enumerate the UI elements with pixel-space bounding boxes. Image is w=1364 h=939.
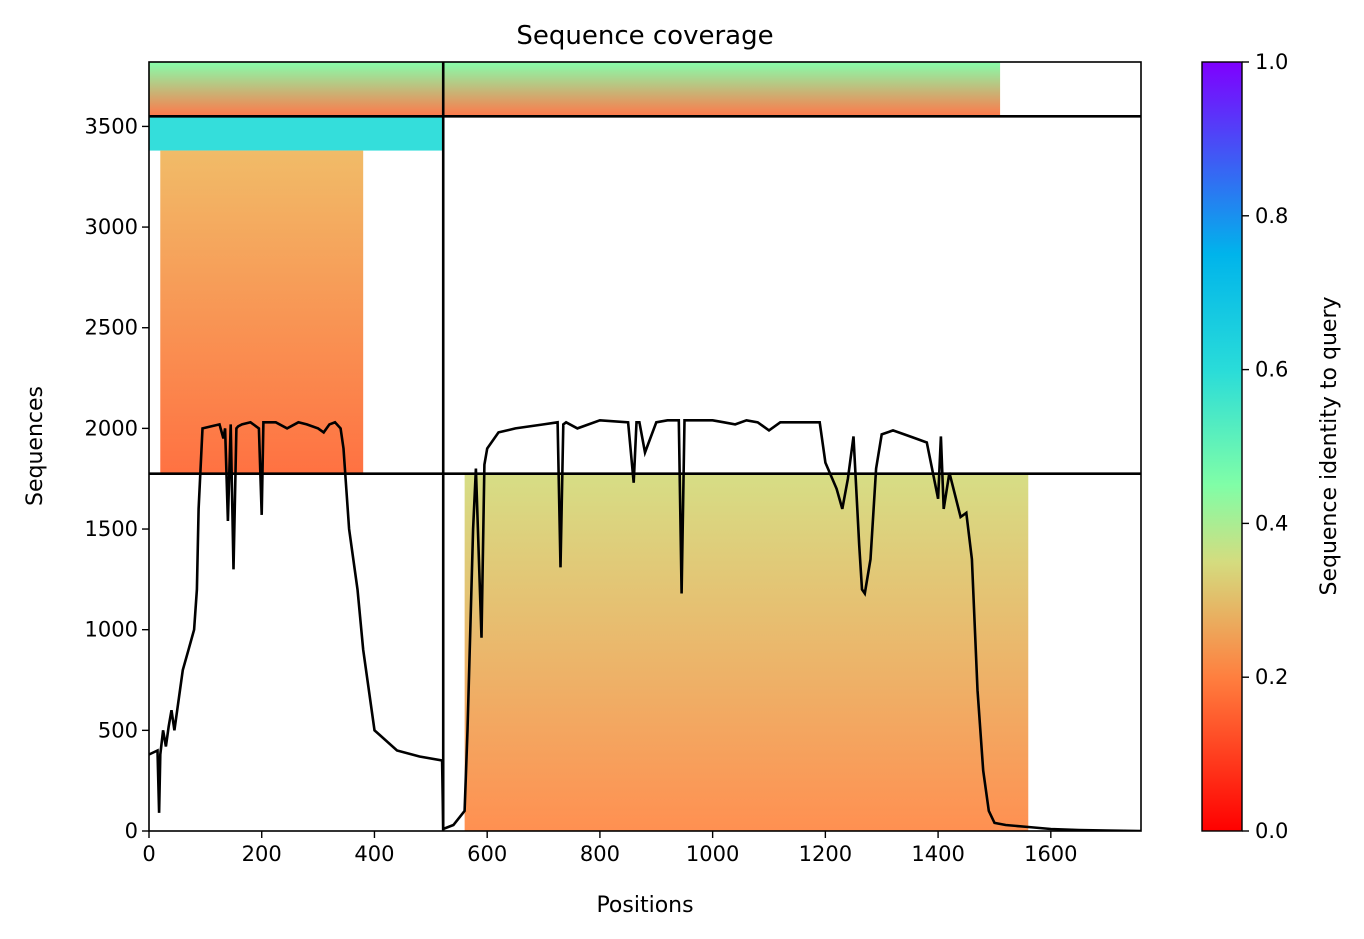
y-tick-label: 2000 (85, 416, 138, 440)
x-tick-label: 1200 (799, 842, 852, 866)
coverage-block (149, 116, 444, 151)
domain-dividers (149, 62, 1141, 831)
x-tick-label: 200 (242, 842, 282, 866)
colorbar-tick-label: 0.6 (1255, 358, 1288, 382)
colorbar-label: Sequence identity to query (1317, 296, 1342, 595)
x-axis-label: Positions (596, 893, 693, 918)
colorbar-tick-label: 0.0 (1255, 819, 1288, 843)
colorbar-ticks: 0.0 0.2 0.4 0.6 0.8 1.0 (1242, 50, 1288, 843)
chart-title: Sequence coverage (516, 21, 773, 51)
colorbar-tick-label: 1.0 (1255, 50, 1288, 74)
y-tick-label: 2500 (85, 316, 138, 340)
y-tick-label: 0 (125, 819, 138, 843)
coverage-block (160, 150, 364, 474)
colorbar-tick-label: 0.2 (1255, 665, 1288, 689)
y-tick-label: 500 (98, 718, 138, 742)
coverage-line (149, 418, 1141, 831)
x-tick-label: 1000 (686, 842, 739, 866)
plot-area (149, 62, 1141, 831)
y-tick-label: 3000 (85, 215, 138, 239)
x-tick-label: 800 (580, 842, 620, 866)
x-tick-label: 1400 (911, 842, 964, 866)
colorbar-tick-label: 0.4 (1255, 511, 1288, 535)
colorbar: 0.0 0.2 0.4 0.6 0.8 1.0 Sequence identity to … (1201, 50, 1342, 843)
x-tick-label: 600 (467, 842, 507, 866)
coverage-blocks (149, 62, 1029, 831)
y-axis-label: Sequences (23, 386, 48, 506)
plot-frame (148, 61, 1142, 832)
colorbar-tick-label: 0.8 (1255, 204, 1288, 228)
x-axis: 0 200 400 600 800 1000 1200 1400 1600 (142, 831, 1078, 866)
x-tick-label: 0 (142, 842, 155, 866)
y-tick-label: 3500 (85, 114, 138, 138)
coverage-block (442, 62, 1001, 117)
colorbar-gradient (1201, 61, 1243, 832)
x-tick-label: 400 (354, 842, 394, 866)
y-tick-label: 1500 (85, 517, 138, 541)
coverage-block (464, 473, 1029, 831)
y-tick-label: 1000 (85, 618, 138, 642)
y-axis: 0 500 1000 1500 2000 2500 3000 3500 (85, 114, 149, 843)
coverage-block (149, 62, 444, 117)
x-tick-label: 1600 (1024, 842, 1077, 866)
